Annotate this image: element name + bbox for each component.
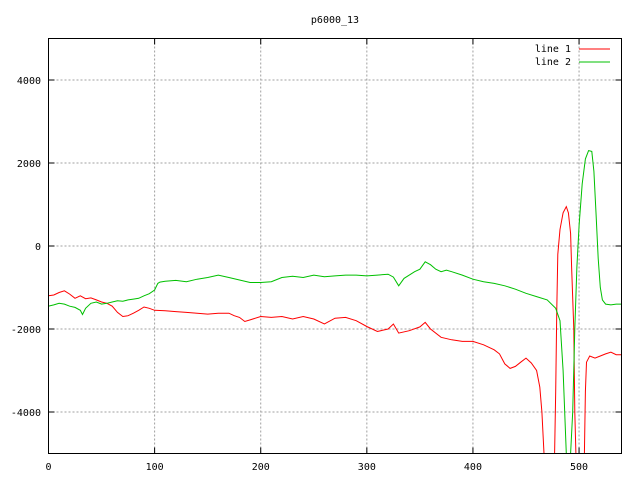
y-tick-label: 0 <box>35 242 41 253</box>
x-tick-label: 500 <box>570 462 588 473</box>
y-tick-label: -2000 <box>11 325 41 336</box>
y-tick-label: 2000 <box>17 159 41 170</box>
x-tick-label: 200 <box>252 462 270 473</box>
legend-label: line 2 <box>535 57 571 68</box>
chart-title: p6000_13 <box>311 15 359 26</box>
series-line-2 <box>48 150 622 454</box>
y-tick-label: -4000 <box>11 408 41 419</box>
series-line-1 <box>48 205 622 454</box>
x-tick-label: 300 <box>358 462 376 473</box>
y-tick-label: 4000 <box>17 76 41 87</box>
legend-label: line 1 <box>535 44 571 55</box>
x-tick-label: 400 <box>464 462 482 473</box>
x-tick-label: 0 <box>45 462 51 473</box>
legend: line 1 line 2 <box>535 44 610 68</box>
x-tick-label: 100 <box>146 462 164 473</box>
